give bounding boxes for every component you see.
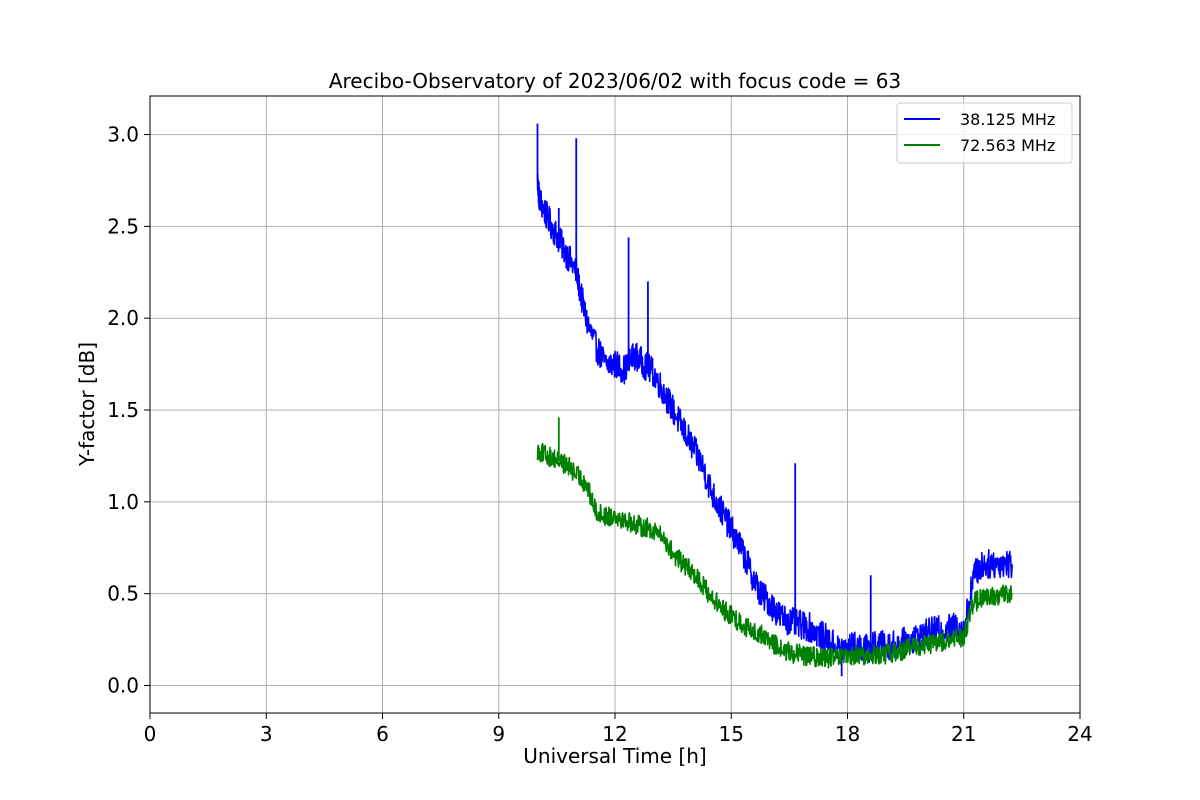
y-tick-label: 3.0 — [107, 123, 139, 147]
x-axis: 0 3 6 9 12 15 18 21 24 — [144, 713, 1093, 746]
x-tick-label: 6 — [376, 722, 389, 746]
x-axis-label: Universal Time [h] — [523, 744, 706, 768]
x-tick-label: 3 — [260, 722, 273, 746]
y-tick-label: 1.0 — [107, 490, 139, 514]
legend: 38.125 MHz 72.563 MHz — [896, 102, 1073, 164]
y-axis: 0.0 0.5 1.0 1.5 2.0 2.5 3.0 — [107, 123, 150, 697]
legend-box — [896, 102, 1073, 164]
series-line-1 — [536, 442, 1013, 669]
x-tick-label: 18 — [835, 722, 860, 746]
x-tick-label: 21 — [951, 722, 976, 746]
legend-label-72mhz: 72.563 MHz — [960, 136, 1055, 155]
y-tick-label: 2.0 — [107, 306, 139, 330]
series-layer — [536, 123, 1013, 677]
x-tick-label: 15 — [719, 722, 744, 746]
x-tick-label: 9 — [492, 722, 505, 746]
y-tick-label: 2.5 — [107, 214, 139, 238]
series-line-0 — [536, 173, 1013, 663]
x-tick-label: 24 — [1067, 722, 1092, 746]
y-tick-label: 0.0 — [107, 673, 139, 697]
legend-label-38mhz: 38.125 MHz — [960, 110, 1055, 129]
chart-title: Arecibo-Observatory of 2023/06/02 with f… — [329, 69, 901, 93]
x-tick-label: 12 — [602, 722, 627, 746]
y-tick-label: 0.5 — [107, 582, 139, 606]
x-tick-label: 0 — [144, 722, 157, 746]
y-axis-label: Y-factor [dB] — [75, 342, 99, 467]
y-tick-label: 1.5 — [107, 398, 139, 422]
